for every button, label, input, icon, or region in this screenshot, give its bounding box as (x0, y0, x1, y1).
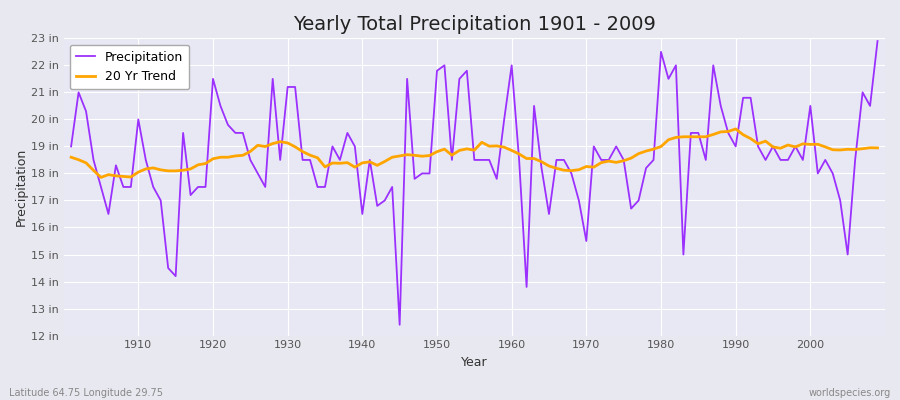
20 Yr Trend (603, 159, 614, 164)
20 Yr Trend (872, 146, 883, 150)
Legend: Precipitation, 20 Yr Trend: Precipitation, 20 Yr Trend (70, 44, 189, 89)
Y-axis label: Precipitation: Precipitation (15, 148, 28, 226)
Precipitation (66, 144, 77, 149)
20 Yr Trend (730, 126, 741, 131)
Line: 20 Yr Trend: 20 Yr Trend (71, 129, 878, 178)
20 Yr Trend (342, 160, 353, 165)
Title: Yearly Total Precipitation 1901 - 2009: Yearly Total Precipitation 1901 - 2009 (292, 15, 656, 34)
Line: Precipitation: Precipitation (71, 41, 878, 325)
Precipitation (335, 158, 346, 162)
20 Yr Trend (514, 152, 525, 156)
20 Yr Trend (95, 175, 106, 180)
Precipitation (394, 322, 405, 327)
20 Yr Trend (297, 149, 308, 154)
Precipitation (290, 84, 301, 89)
Text: Latitude 64.75 Longitude 29.75: Latitude 64.75 Longitude 29.75 (9, 388, 163, 398)
Precipitation (603, 158, 614, 162)
Text: worldspecies.org: worldspecies.org (809, 388, 891, 398)
20 Yr Trend (133, 170, 144, 174)
Precipitation (872, 39, 883, 44)
X-axis label: Year: Year (461, 356, 488, 369)
Precipitation (507, 63, 517, 68)
20 Yr Trend (507, 148, 517, 153)
20 Yr Trend (66, 155, 77, 160)
Precipitation (514, 158, 525, 162)
Precipitation (125, 184, 136, 189)
